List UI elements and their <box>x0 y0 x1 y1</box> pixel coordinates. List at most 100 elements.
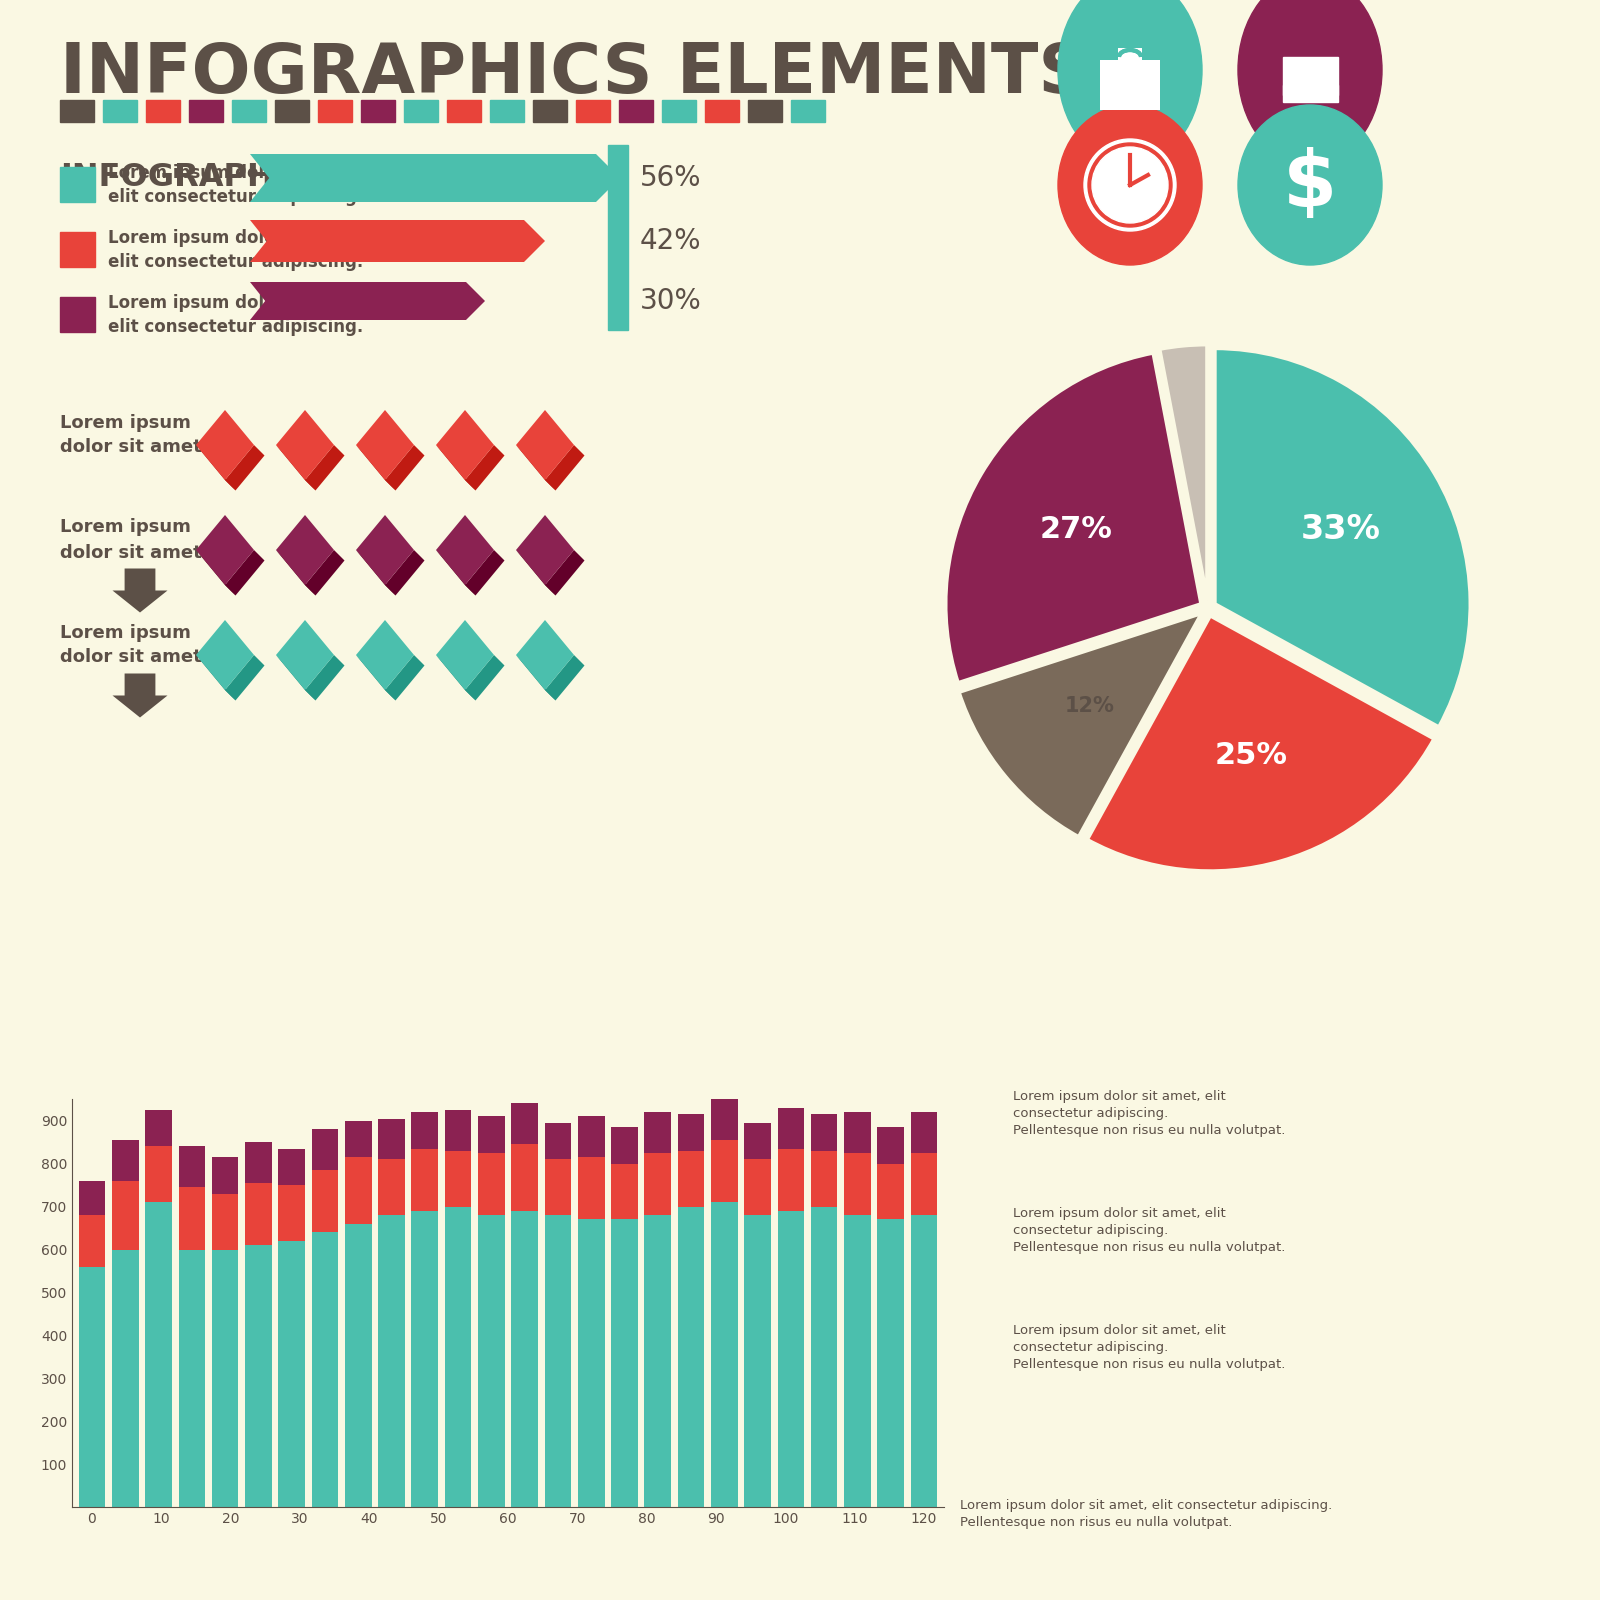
Polygon shape <box>355 619 414 690</box>
Text: 25%: 25% <box>1214 741 1288 770</box>
Polygon shape <box>386 550 424 595</box>
Wedge shape <box>958 613 1202 837</box>
Bar <box>512 1144 538 1211</box>
Ellipse shape <box>1058 0 1202 165</box>
Polygon shape <box>386 445 424 491</box>
Bar <box>179 1250 205 1507</box>
Polygon shape <box>355 410 414 480</box>
Text: Lorem ipsum dolor sit amet, elit consectetur adipiscing.
Pellentesque non risus : Lorem ipsum dolor sit amet, elit consect… <box>960 1499 1333 1530</box>
Bar <box>245 1142 272 1182</box>
Polygon shape <box>435 445 475 491</box>
Polygon shape <box>355 654 395 701</box>
Polygon shape <box>546 445 584 491</box>
Polygon shape <box>515 410 574 480</box>
Ellipse shape <box>1238 106 1382 266</box>
Polygon shape <box>195 515 254 586</box>
Bar <box>411 1211 438 1507</box>
Polygon shape <box>226 654 264 701</box>
Bar <box>845 1112 870 1154</box>
Bar <box>478 1154 504 1214</box>
Polygon shape <box>546 550 584 595</box>
Bar <box>578 1157 605 1219</box>
Polygon shape <box>306 654 344 701</box>
Bar <box>312 1170 338 1232</box>
Bar <box>245 1182 272 1245</box>
Bar <box>445 1206 472 1507</box>
Bar <box>146 1147 171 1202</box>
Polygon shape <box>195 550 235 595</box>
Bar <box>403 99 438 122</box>
Text: 33%: 33% <box>1301 514 1381 546</box>
Polygon shape <box>466 550 504 595</box>
Ellipse shape <box>1238 0 1382 165</box>
Polygon shape <box>355 550 395 595</box>
Polygon shape <box>277 445 315 491</box>
Polygon shape <box>546 654 584 701</box>
Bar <box>346 1120 371 1157</box>
Wedge shape <box>946 352 1202 683</box>
Polygon shape <box>195 619 254 690</box>
Polygon shape <box>306 445 344 491</box>
Text: Lorem ipsum dolor sit amet,
elit consectetur adipiscing.: Lorem ipsum dolor sit amet, elit consect… <box>109 229 373 270</box>
Polygon shape <box>355 445 395 491</box>
Text: 42%: 42% <box>640 227 701 254</box>
Polygon shape <box>515 515 574 586</box>
Bar <box>61 298 94 333</box>
Bar <box>678 1114 704 1150</box>
Bar <box>910 1214 938 1507</box>
Bar <box>749 99 782 122</box>
Wedge shape <box>1086 616 1435 872</box>
Bar <box>778 1211 805 1507</box>
Bar <box>544 1123 571 1160</box>
Bar <box>811 1114 837 1150</box>
Bar <box>445 1150 472 1206</box>
Circle shape <box>1088 142 1171 227</box>
Bar <box>78 1181 106 1214</box>
Bar <box>312 1130 338 1170</box>
Bar <box>811 1206 837 1507</box>
Text: INFOGRAPHICS ELEMENTS: INFOGRAPHICS ELEMENTS <box>61 40 1088 107</box>
Bar <box>790 99 826 122</box>
Bar <box>845 1154 870 1214</box>
Bar <box>645 1112 670 1154</box>
Bar <box>744 1123 771 1160</box>
Bar <box>710 1202 738 1507</box>
Bar <box>112 1250 139 1507</box>
Polygon shape <box>515 445 555 491</box>
Bar <box>1118 48 1142 59</box>
Polygon shape <box>277 654 315 701</box>
Bar <box>910 1154 938 1214</box>
Bar <box>744 1160 771 1214</box>
Bar <box>710 1099 738 1139</box>
Bar <box>478 1117 504 1154</box>
Text: 56%: 56% <box>640 165 701 192</box>
Text: 12%: 12% <box>1064 696 1115 715</box>
Bar <box>611 1163 638 1219</box>
Polygon shape <box>195 445 235 491</box>
Bar <box>845 1214 870 1507</box>
Bar <box>778 1149 805 1211</box>
Text: Lorem ipsum
dolor sit amet: Lorem ipsum dolor sit amet <box>61 518 202 562</box>
Bar <box>706 99 739 122</box>
Bar <box>544 1214 571 1507</box>
Circle shape <box>1091 147 1168 222</box>
Bar <box>578 1219 605 1507</box>
Bar <box>61 232 94 267</box>
Polygon shape <box>435 550 475 595</box>
Bar <box>877 1126 904 1163</box>
Bar <box>312 1232 338 1507</box>
Polygon shape <box>250 154 621 202</box>
Bar <box>61 99 94 122</box>
Text: INFOGRAPHICS: INFOGRAPHICS <box>61 162 333 194</box>
Bar <box>1283 58 1338 102</box>
Bar <box>411 1112 438 1149</box>
Bar <box>678 1206 704 1507</box>
Polygon shape <box>277 550 315 595</box>
Polygon shape <box>277 410 334 480</box>
Bar <box>445 1110 472 1150</box>
Bar <box>411 1149 438 1211</box>
Bar <box>608 146 627 330</box>
Bar <box>362 99 395 122</box>
Text: Lorem ipsum dolor sit amet, elit
consectetur adipiscing.
Pellentesque non risus : Lorem ipsum dolor sit amet, elit consect… <box>1013 1090 1285 1138</box>
Bar <box>346 1157 371 1224</box>
